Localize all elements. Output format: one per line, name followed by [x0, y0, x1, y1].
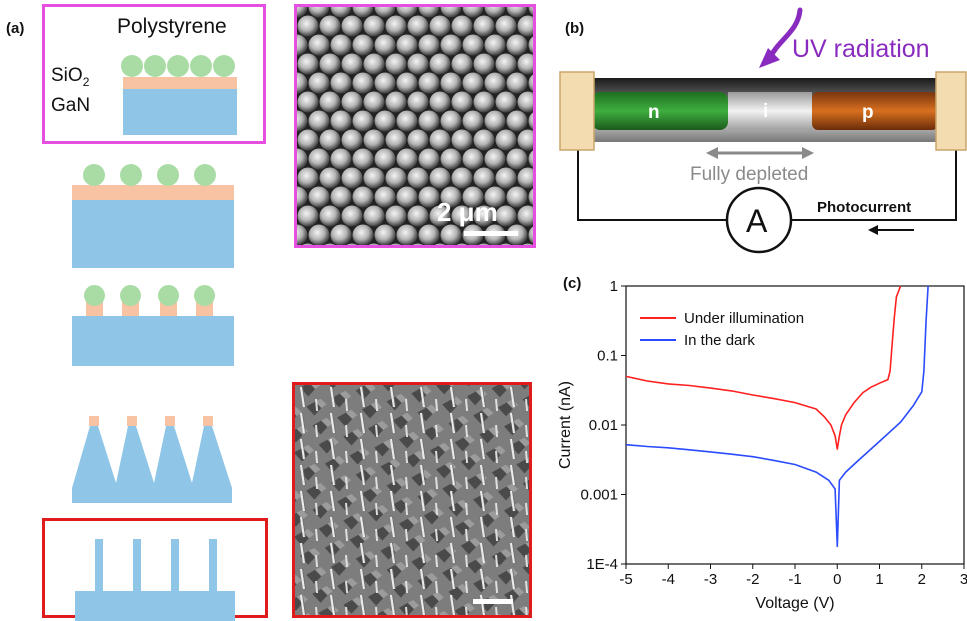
ammeter-label: A — [746, 203, 768, 239]
scale-bar — [464, 231, 518, 236]
sem-spheres-frame: 2 μm — [294, 4, 536, 248]
gan-nanowire — [209, 539, 217, 593]
polystyrene-sphere — [157, 164, 179, 186]
sio2-label: SiO2 — [51, 65, 90, 89]
polystyrene-sphere — [213, 55, 235, 77]
gan-layer — [72, 200, 234, 268]
legend-label: Under illumination — [684, 310, 804, 327]
ammeter-icon — [725, 186, 793, 254]
panel-b-label: (b) — [565, 20, 585, 37]
photocurrent-arrowhead — [868, 225, 878, 235]
x-axis-label: Voltage (V) — [755, 595, 834, 612]
gan-nanowire — [95, 539, 103, 593]
circuit-wire — [577, 150, 726, 221]
x-tick-label: 3 — [960, 571, 967, 588]
sio2-pillar — [160, 302, 177, 316]
y-tick-label: 1 — [610, 278, 618, 295]
right-contact — [935, 71, 967, 151]
y-tick-label: 0.1 — [597, 348, 618, 365]
gan-nanowire — [171, 539, 179, 593]
uv-arrowhead-icon — [759, 48, 780, 68]
legend-label: In the dark — [684, 332, 755, 349]
iv-chart: -5 -4 -3 -2 -1 0 1 2 3 1E-4 0.001 0.01 0.1 1 Voltage (… — [557, 278, 967, 612]
y-tick-label: 1E-4 — [586, 556, 618, 573]
sem-nanowires-frame — [292, 382, 532, 618]
sio2-layer — [123, 77, 237, 89]
plot-frame — [625, 285, 965, 565]
x-tick-label: -3 — [704, 571, 717, 588]
scale-bar-label: 2 μm — [437, 197, 498, 227]
x-tick-label: 0 — [833, 571, 841, 588]
polystyrene-sphere — [121, 55, 143, 77]
schematic-legend-frame: Polystyrene SiO2 GaN — [42, 4, 266, 144]
polystyrene-sphere — [194, 285, 215, 306]
polystyrene-sphere — [120, 164, 142, 186]
polystyrene-sphere — [144, 55, 166, 77]
scale-bar — [473, 599, 513, 604]
photocurrent-label: Photocurrent — [817, 199, 911, 216]
i-region-label: i — [763, 101, 768, 122]
gan-nanowire — [133, 539, 141, 593]
i-region — [728, 92, 812, 130]
nanowire-schematic-frame — [42, 518, 268, 621]
gan-label: GaN — [51, 95, 91, 116]
polystyrene-sphere — [190, 55, 212, 77]
x-tick-label: -5 — [619, 571, 632, 588]
depletion-arrowhead-right — [802, 147, 814, 159]
depletion-arrowhead-left — [706, 147, 718, 159]
sem-spheres-image: 2 μm — [297, 7, 533, 245]
n-region-label: n — [648, 102, 660, 123]
polystyrene-sphere — [167, 55, 189, 77]
sem-nanowires-image — [295, 385, 529, 615]
n-region — [592, 92, 728, 130]
sio2-pillar — [196, 302, 213, 316]
panel-c-label: (c) — [563, 275, 582, 292]
left-contact — [559, 71, 595, 151]
fully-depleted-label: Fully depleted — [690, 164, 808, 185]
x-tick-label: 1 — [875, 571, 883, 588]
sio2-cap — [165, 416, 175, 426]
sio2-pillar — [122, 302, 139, 316]
polystyrene-sphere — [194, 164, 216, 186]
sio2-layer — [72, 185, 234, 200]
p-region — [812, 92, 938, 130]
polystyrene-sphere — [84, 285, 105, 306]
gan-layer — [123, 89, 237, 135]
sio2-pillar — [86, 302, 103, 316]
polystyrene-label: Polystyrene — [117, 15, 227, 38]
series-line-dark — [625, 285, 929, 548]
p-region-label: p — [862, 102, 874, 123]
x-tick-label: -4 — [662, 571, 675, 588]
y-tick-label: 0.001 — [580, 487, 618, 504]
y-axis-label: Current (nA) — [557, 381, 574, 469]
x-tick-label: 2 — [918, 571, 926, 588]
sio2-cap — [127, 416, 137, 426]
y-tick-label: 0.01 — [589, 417, 618, 434]
sio2-cap — [203, 416, 213, 426]
gan-cone-profile — [72, 426, 232, 503]
polystyrene-sphere — [83, 164, 105, 186]
panel-a-label: (a) — [6, 20, 25, 37]
gan-base — [75, 591, 235, 621]
gan-layer — [72, 316, 234, 366]
polystyrene-sphere — [158, 285, 179, 306]
x-tick-label: -2 — [746, 571, 759, 588]
device-schematic: n i p UV radiation Fully depleted A Phot… — [559, 7, 967, 254]
x-tick-label: -1 — [788, 571, 801, 588]
circuit-wire — [792, 150, 957, 221]
polystyrene-sphere — [120, 285, 141, 306]
series-line-illumination — [625, 285, 902, 450]
uv-radiation-label: UV radiation — [792, 35, 930, 63]
sio2-cap — [89, 416, 99, 426]
process-step-4 — [72, 416, 232, 503]
